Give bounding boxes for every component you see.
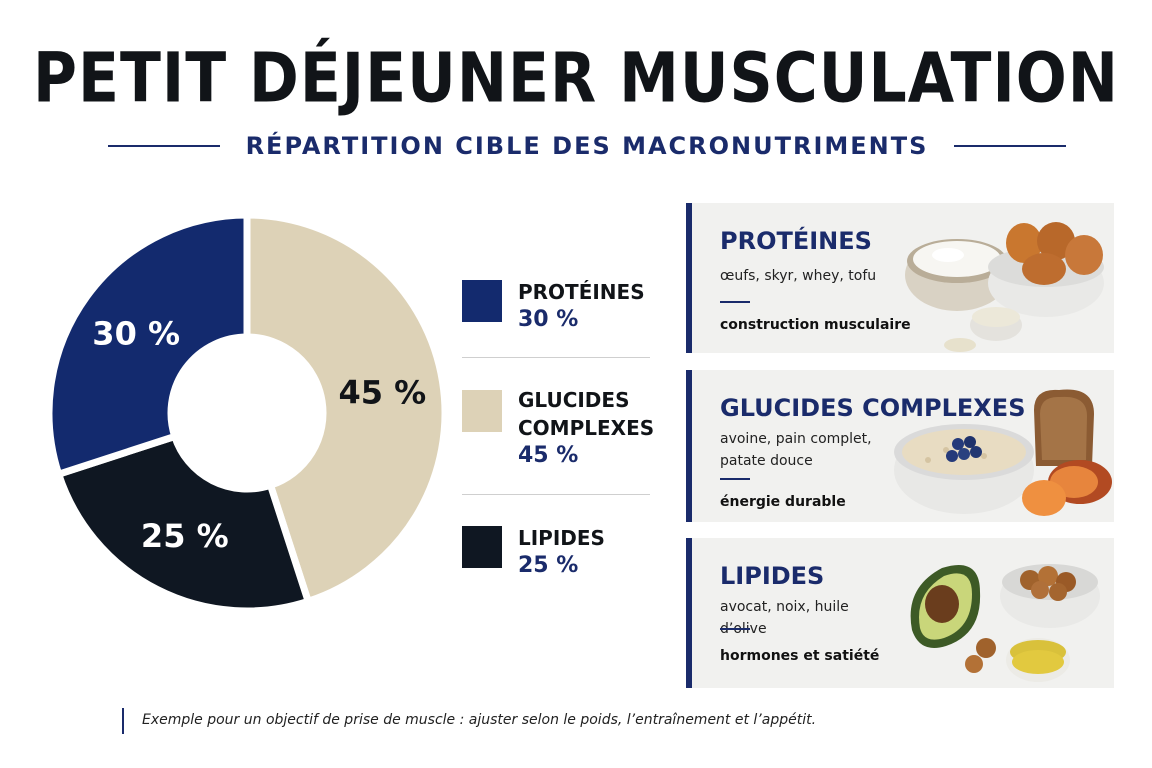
legend-value-proteines: 30 % bbox=[518, 307, 579, 332]
card-title-proteines: PROTÉINES bbox=[720, 227, 872, 255]
card-rule bbox=[720, 478, 750, 480]
card-role-proteines: construction musculaire bbox=[720, 317, 911, 333]
card-foods-proteines: œufs, skyr, whey, tofu bbox=[720, 268, 877, 284]
legend-value-glucides: 45 % bbox=[518, 443, 579, 468]
page-title: PETIT DÉJEUNER MUSCULATION bbox=[32, 38, 1120, 119]
macronutrient-donut-chart: 45 % 25 % 30 % bbox=[45, 211, 449, 615]
legend-swatch-lipides bbox=[462, 526, 502, 568]
card-glucides: GLUCIDES COMPLEXES avoine, pain complet,… bbox=[686, 370, 1114, 522]
legend-label-proteines: PROTÉINES bbox=[518, 280, 645, 304]
legend-label-lipides: LIPIDES bbox=[518, 526, 605, 550]
legend-label-glucides-line1: GLUCIDES bbox=[518, 388, 630, 412]
card-role-lipides: hormones et satiété bbox=[720, 648, 880, 664]
card-role-glucides: énergie durable bbox=[720, 494, 846, 510]
donut-label-glucides: 45 % bbox=[338, 374, 426, 412]
oats-bread-sweet-potato-icon bbox=[894, 389, 1112, 516]
card-rule bbox=[720, 301, 750, 303]
card-rule bbox=[720, 628, 750, 630]
subtitle-rule-left bbox=[108, 145, 220, 147]
eggs-skyr-whey-icon bbox=[905, 222, 1104, 352]
card-title-glucides: GLUCIDES COMPLEXES bbox=[720, 394, 1026, 422]
card-foods-lipides: avocat, noix, huile d’olive bbox=[720, 599, 849, 637]
subtitle-rule-right bbox=[954, 145, 1067, 147]
avocado-walnuts-olive-oil-icon bbox=[910, 564, 1100, 682]
page-subtitle: RÉPARTITION CIBLE DES MACRONUTRIMENTS bbox=[245, 132, 929, 160]
legend-swatch-glucides bbox=[462, 390, 502, 432]
donut-slice-lipides bbox=[54, 432, 313, 615]
legend-label-glucides-line2: COMPLEXES bbox=[518, 416, 655, 440]
donut-label-proteines: 30 % bbox=[92, 314, 180, 352]
legend-divider bbox=[462, 357, 650, 358]
legend-divider bbox=[462, 494, 650, 495]
footnote-rule bbox=[122, 708, 124, 734]
footnote: Exemple pour un objectif de prise de mus… bbox=[142, 712, 817, 728]
card-foods-glucides: avoine, pain complet, patate douce bbox=[720, 431, 872, 469]
legend-swatch-proteines bbox=[462, 280, 502, 322]
card-title-lipides: LIPIDES bbox=[720, 562, 825, 590]
card-lipides: LIPIDES avocat, noix, huile d’olive horm… bbox=[686, 538, 1114, 688]
legend-value-lipides: 25 % bbox=[518, 553, 579, 578]
donut-slice-proteines bbox=[45, 211, 251, 479]
donut-slice-glucides bbox=[243, 211, 449, 606]
donut-label-lipides: 25 % bbox=[141, 517, 229, 555]
card-proteines: PROTÉINES œufs, skyr, whey, tofu constru… bbox=[686, 203, 1114, 353]
subtitle-row: RÉPARTITION CIBLE DES MACRONUTRIMENTS bbox=[108, 128, 1067, 164]
